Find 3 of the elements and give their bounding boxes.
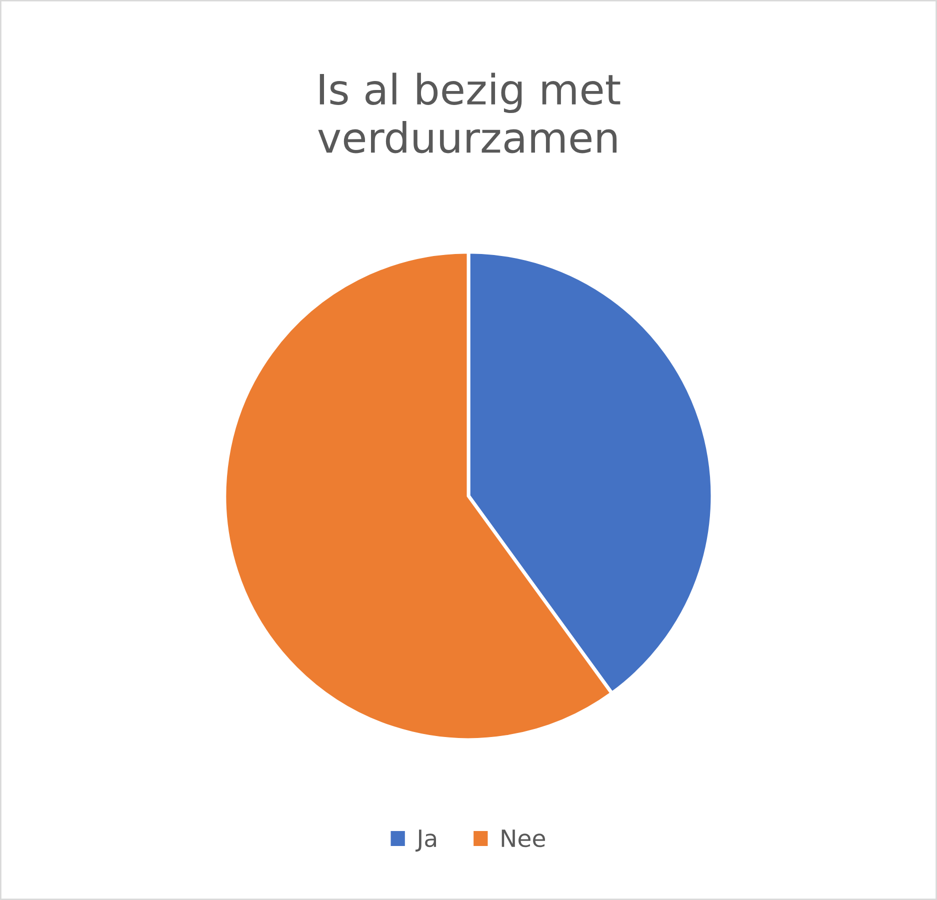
legend-label: Ja — [415, 830, 436, 852]
chart-title: Is al bezig met verduurzamen — [318, 72, 620, 154]
legend-label: Nee — [502, 830, 545, 848]
